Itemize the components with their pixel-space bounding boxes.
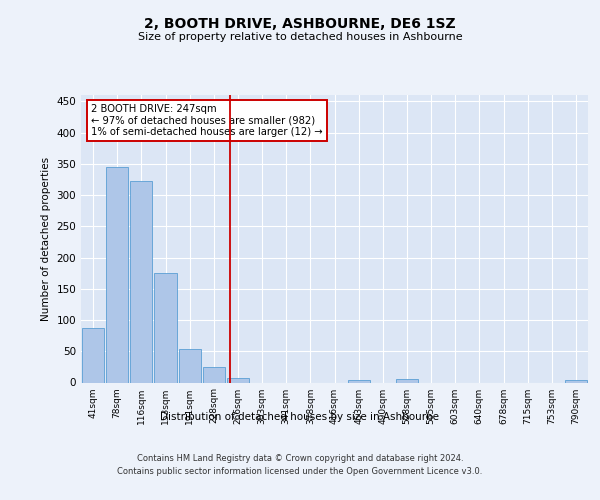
Bar — [396, 380, 418, 382]
Bar — [565, 380, 587, 382]
Y-axis label: Number of detached properties: Number of detached properties — [41, 156, 51, 321]
Text: Contains public sector information licensed under the Open Government Licence v3: Contains public sector information licen… — [118, 468, 482, 476]
Bar — [82, 328, 104, 382]
Bar — [179, 350, 201, 382]
Bar — [347, 380, 370, 382]
Text: 2 BOOTH DRIVE: 247sqm
← 97% of detached houses are smaller (982)
1% of semi-deta: 2 BOOTH DRIVE: 247sqm ← 97% of detached … — [91, 104, 323, 137]
Text: 2, BOOTH DRIVE, ASHBOURNE, DE6 1SZ: 2, BOOTH DRIVE, ASHBOURNE, DE6 1SZ — [144, 18, 456, 32]
Text: Contains HM Land Registry data © Crown copyright and database right 2024.: Contains HM Land Registry data © Crown c… — [137, 454, 463, 463]
Bar — [227, 378, 249, 382]
Bar — [154, 273, 176, 382]
Bar — [106, 167, 128, 382]
Text: Size of property relative to detached houses in Ashbourne: Size of property relative to detached ho… — [137, 32, 463, 42]
Bar — [203, 367, 225, 382]
Text: Distribution of detached houses by size in Ashbourne: Distribution of detached houses by size … — [161, 412, 439, 422]
Bar — [130, 181, 152, 382]
